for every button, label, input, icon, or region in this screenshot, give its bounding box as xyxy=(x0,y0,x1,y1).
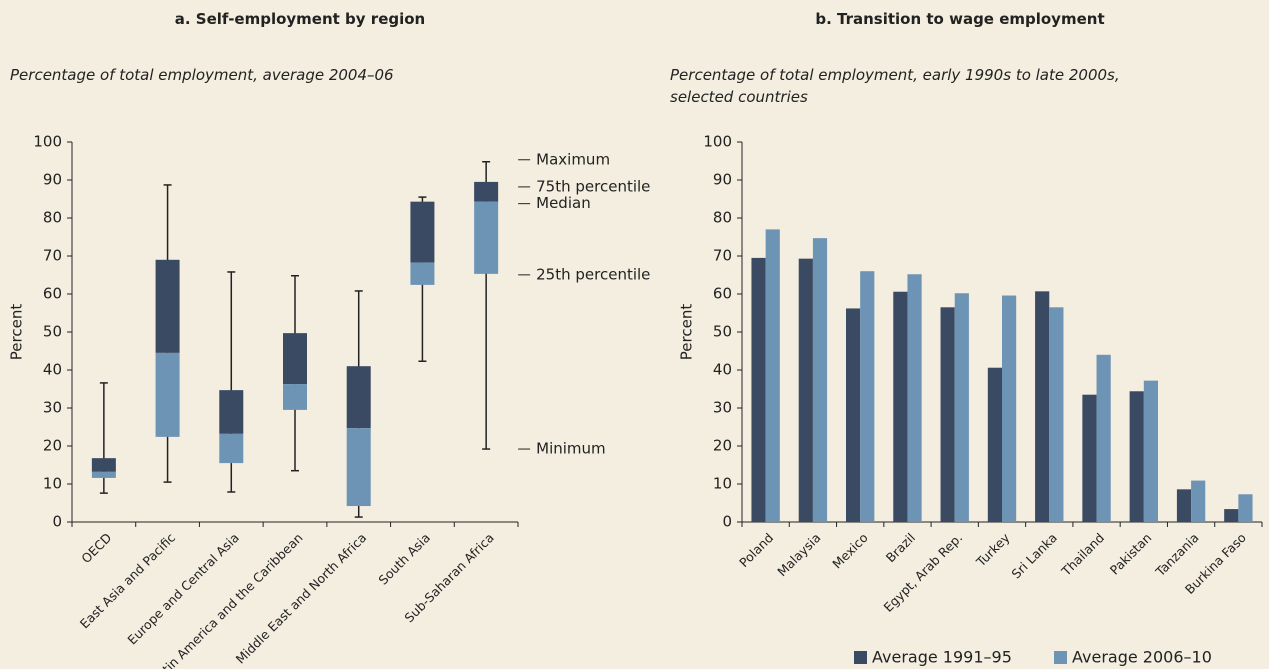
bar xyxy=(1035,291,1050,522)
bar xyxy=(765,229,780,522)
bar xyxy=(1082,394,1097,522)
box-upper xyxy=(91,458,116,472)
bar xyxy=(1096,354,1111,522)
y-axis-label: Percent xyxy=(678,304,696,361)
bar xyxy=(1191,480,1206,522)
bar xyxy=(1049,307,1064,522)
x-tick-label: Malaysia xyxy=(774,530,823,579)
annotation: Maximum xyxy=(536,150,610,168)
bar xyxy=(1238,494,1253,522)
box-lower xyxy=(91,471,116,478)
y-tick-label: 20 xyxy=(43,437,62,455)
bar xyxy=(987,367,1002,522)
annotation: Median xyxy=(536,194,591,212)
annotation: 75th percentile xyxy=(536,177,650,195)
bar xyxy=(1224,509,1239,522)
annotation: Minimum xyxy=(536,440,606,458)
x-tick-label: Poland xyxy=(736,530,776,570)
y-tick-label: 40 xyxy=(713,361,732,379)
y-tick-label: 50 xyxy=(43,323,62,341)
bar xyxy=(751,257,766,522)
x-tick-label: Turkey xyxy=(973,530,1014,571)
legend-swatch xyxy=(1054,651,1067,664)
x-tick-label: Brazil xyxy=(883,530,918,565)
y-tick-label: 0 xyxy=(52,513,62,531)
y-tick-label: 10 xyxy=(713,475,732,493)
box-upper xyxy=(410,201,435,263)
legend-label: Average 1991–95 xyxy=(872,648,1012,667)
x-tick-label: Europe and Central Asia xyxy=(124,530,241,647)
bar xyxy=(860,271,875,522)
x-tick-label: Egypt, Arab Rep. xyxy=(880,530,965,615)
x-tick-label: Sri Lanka xyxy=(1008,530,1059,581)
box-upper xyxy=(346,366,371,429)
y-tick-label: 0 xyxy=(722,513,732,531)
annotation: 25th percentile xyxy=(536,265,650,283)
y-tick-label: 100 xyxy=(703,133,732,151)
box-lower xyxy=(219,433,244,464)
y-tick-label: 60 xyxy=(43,285,62,303)
x-tick-label: Mexico xyxy=(829,530,870,571)
y-tick-label: 20 xyxy=(713,437,732,455)
box-lower xyxy=(155,352,180,437)
x-tick-label: OECD xyxy=(78,530,114,566)
y-tick-label: 30 xyxy=(43,399,62,417)
y-tick-label: 60 xyxy=(713,285,732,303)
bar xyxy=(812,238,828,522)
y-axis-label: Percent xyxy=(8,304,26,361)
box-upper xyxy=(219,390,244,434)
x-tick-label: Middle East and North Africa xyxy=(233,530,370,667)
legend-label: Average 2006–10 xyxy=(1072,648,1212,667)
box-lower xyxy=(474,201,499,274)
y-tick-label: 50 xyxy=(713,323,732,341)
y-tick-label: 100 xyxy=(33,133,62,151)
y-tick-label: 80 xyxy=(43,209,62,227)
x-tick-label: Pakistan xyxy=(1107,530,1155,578)
box-upper xyxy=(283,333,307,385)
chart-title: a. Self-employment by region xyxy=(174,10,426,28)
x-tick-label: Tanzania xyxy=(1152,530,1202,580)
bar xyxy=(1002,295,1017,522)
y-tick-label: 90 xyxy=(713,171,732,189)
chart-subtitle: Percentage of total employment, average … xyxy=(10,66,394,84)
y-tick-label: 80 xyxy=(713,209,732,227)
bar xyxy=(907,274,922,522)
x-tick-label: South Asia xyxy=(375,530,433,588)
bar xyxy=(798,258,813,522)
y-tick-label: 10 xyxy=(43,475,62,493)
bar xyxy=(846,308,861,522)
x-tick-label: Thailand xyxy=(1058,530,1107,579)
box-upper xyxy=(155,259,180,353)
y-tick-label: 40 xyxy=(43,361,62,379)
chart-title: b. Transition to wage employment xyxy=(815,10,1105,28)
box-lower xyxy=(346,428,371,507)
bar xyxy=(1143,380,1158,522)
bar xyxy=(954,293,969,522)
legend-swatch xyxy=(854,651,867,664)
bar xyxy=(1176,489,1192,522)
y-tick-label: 90 xyxy=(43,171,62,189)
box-lower xyxy=(410,262,435,285)
box-lower xyxy=(283,384,307,410)
chart-subtitle: Percentage of total employment, early 19… xyxy=(670,66,1120,106)
box-upper xyxy=(474,181,499,202)
bar xyxy=(893,291,908,522)
y-tick-label: 30 xyxy=(713,399,732,417)
y-tick-label: 70 xyxy=(713,247,732,265)
bar xyxy=(1129,391,1144,522)
y-tick-label: 70 xyxy=(43,247,62,265)
bar xyxy=(940,307,955,522)
